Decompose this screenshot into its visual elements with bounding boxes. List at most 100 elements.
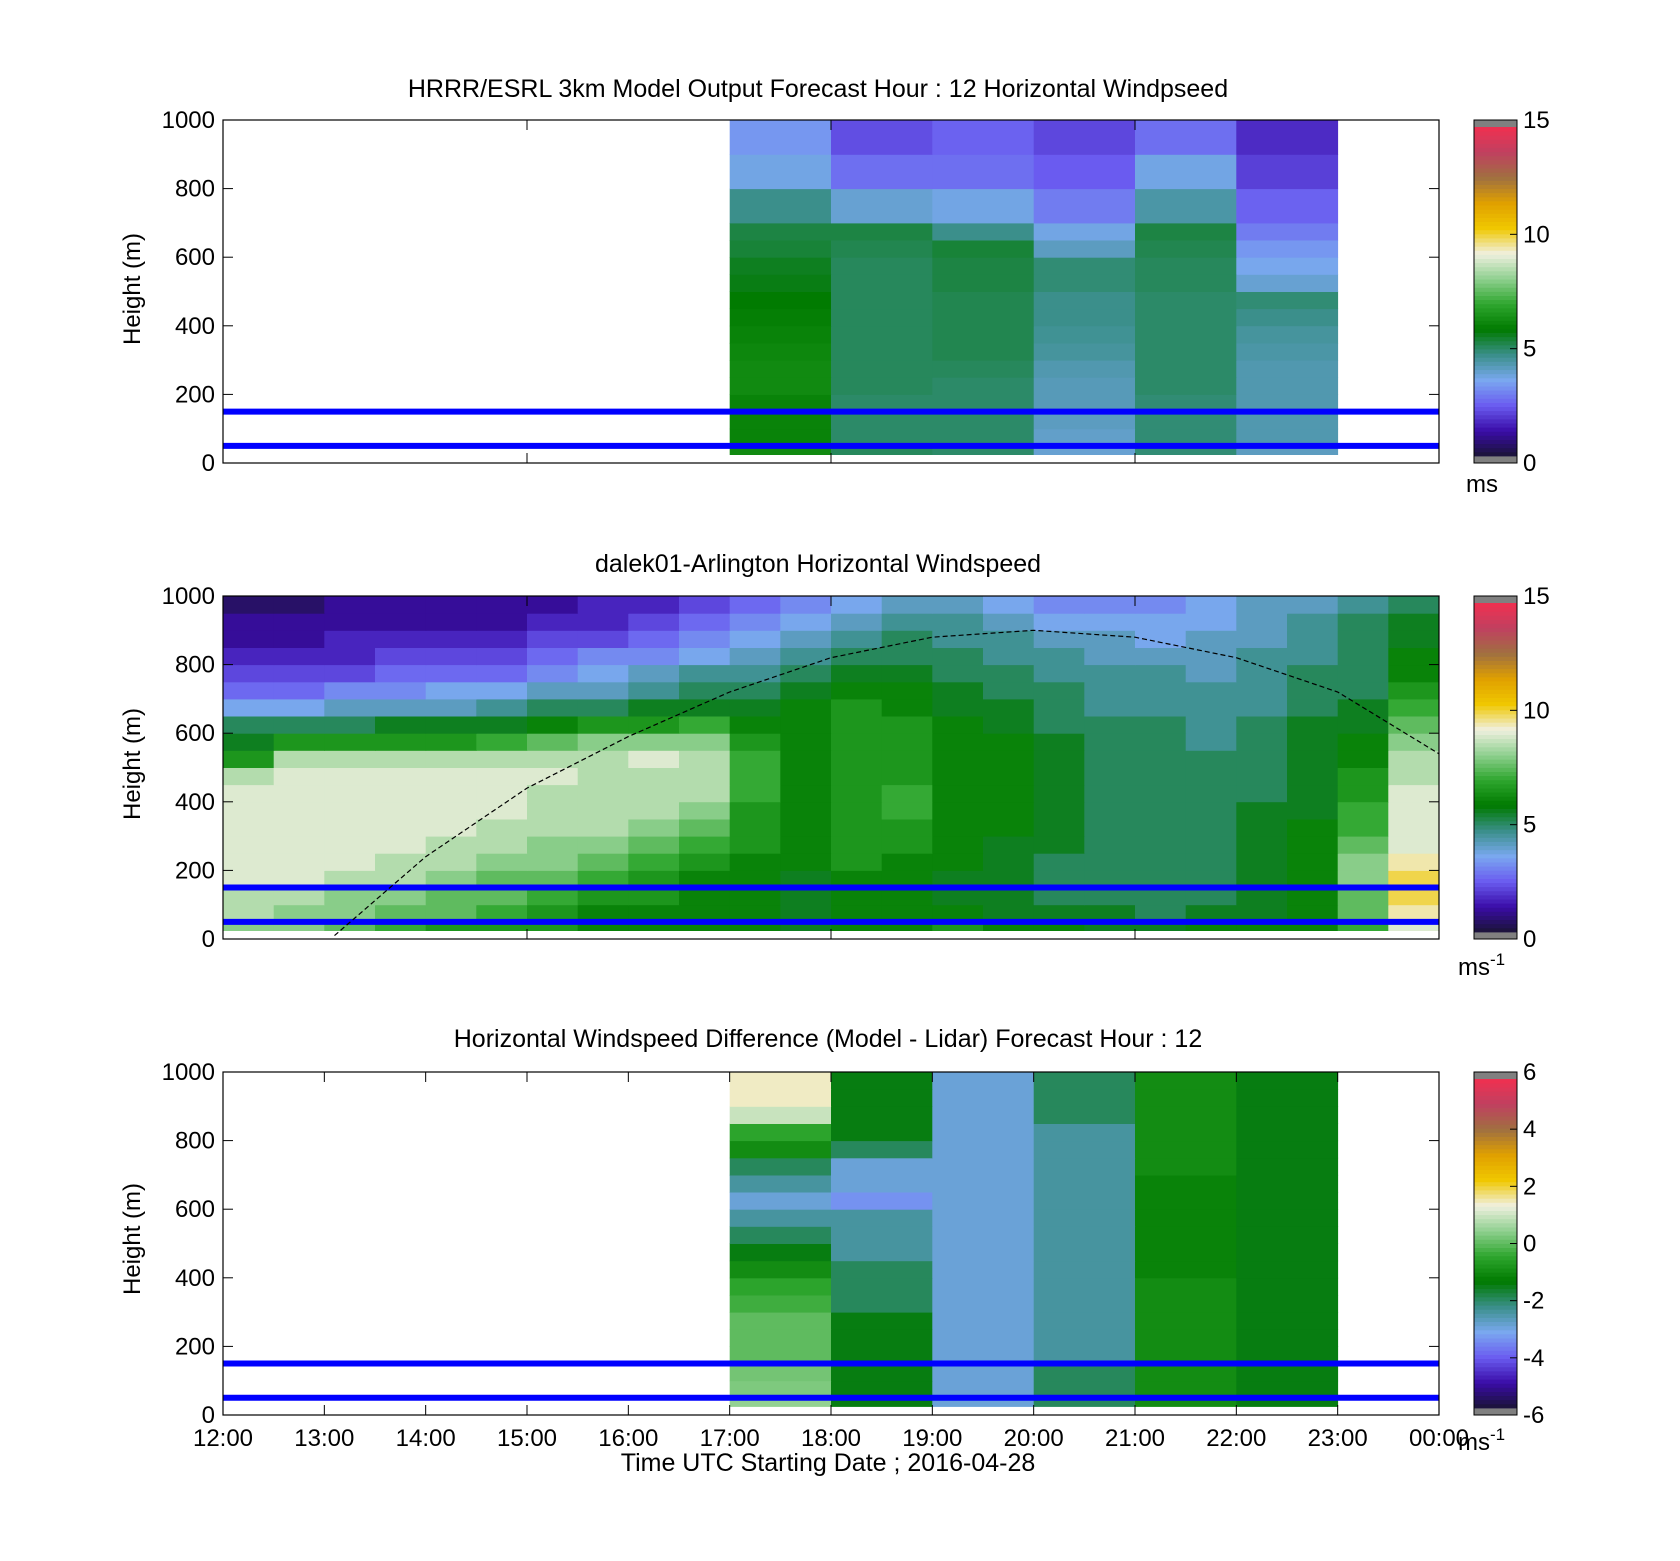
heatmap-cell <box>1135 1295 1237 1313</box>
heatmap-cell <box>729 360 832 378</box>
colorbar-segment <box>1474 808 1517 814</box>
heatmap-cell <box>932 1157 1035 1176</box>
heatmap-cell <box>1033 853 1085 871</box>
colorbar-segment <box>1474 792 1517 797</box>
colorbar-segment <box>1474 759 1517 764</box>
colorbar-segment <box>1474 365 1517 371</box>
heatmap-cell <box>527 853 579 871</box>
heatmap-cell <box>1135 819 1187 837</box>
colorbar-segment <box>1474 1185 1517 1191</box>
heatmap-cell <box>729 647 781 666</box>
heatmap-cell <box>932 342 1035 361</box>
colorbar: -6 -4 -2 0 2 4 6 <box>1473 1059 1544 1429</box>
heatmap-cell <box>628 698 680 717</box>
heatmap-cell <box>1033 1106 1136 1124</box>
panel-difference: Horizontal Windspeed Difference (Model -… <box>119 1025 1544 1456</box>
heatmap-cell <box>1185 887 1237 906</box>
heatmap-cell <box>831 1192 933 1210</box>
heatmap-cell <box>831 1260 933 1279</box>
heatmap-cell <box>375 698 427 717</box>
colorbar-segment <box>1474 742 1517 748</box>
heatmap-cell <box>628 596 680 614</box>
heatmap-cell <box>932 853 984 871</box>
heatmap-cell <box>375 870 427 888</box>
heatmap-cell <box>932 1226 1035 1244</box>
heatmap-cell <box>932 904 984 923</box>
colorbar-segment <box>1474 447 1517 453</box>
heatmap-cell <box>729 596 781 614</box>
colorbar-segment <box>1474 907 1517 912</box>
colorbar-segment <box>1474 635 1517 641</box>
heatmap-cell <box>679 664 731 683</box>
heatmap-cell <box>932 767 984 786</box>
heatmap-cell <box>1337 596 1389 614</box>
heatmap-cell <box>527 767 579 786</box>
colorbar-segment <box>1474 1268 1517 1273</box>
heatmap-cell <box>476 767 528 786</box>
heatmap-cell <box>932 1329 1035 1347</box>
heatmap-cell <box>729 1072 832 1090</box>
heatmap-cell <box>1236 853 1288 871</box>
y-tick-label: 1000 <box>162 107 215 134</box>
colorbar-segment <box>1474 1379 1517 1384</box>
panel-model: HRRR/ESRL 3km Model Output Forecast Hour… <box>119 75 1550 498</box>
heatmap-cell <box>1033 630 1085 648</box>
heatmap-cell <box>881 613 933 631</box>
heatmap-cell <box>628 664 680 683</box>
colorbar-segment <box>1474 1087 1517 1092</box>
heatmap-cell <box>1084 887 1136 906</box>
colorbar-segment <box>1474 1190 1517 1195</box>
heatmap-cell <box>324 784 376 803</box>
colorbar-segment <box>1474 172 1517 177</box>
heatmap-cell <box>729 630 781 648</box>
heatmap-cell <box>831 1380 933 1399</box>
heatmap-cell <box>273 647 325 666</box>
heatmap-cell <box>679 681 731 700</box>
heatmap-cell <box>1236 613 1288 631</box>
colorbar-segment <box>1474 1079 1517 1084</box>
heatmap-cell <box>476 921 528 931</box>
heatmap-cell <box>1033 1397 1136 1407</box>
heatmap-cell <box>679 836 731 854</box>
heatmap-cell <box>1084 681 1136 700</box>
heatmap-cell <box>932 750 984 768</box>
heatmap-cell <box>425 784 477 803</box>
colorbar-segment <box>1474 1309 1517 1314</box>
heatmap-cell <box>932 698 984 717</box>
heatmap-cell <box>223 630 275 648</box>
heatmap-cell <box>932 1174 1035 1193</box>
heatmap-cell <box>324 767 376 786</box>
heatmap-cell <box>881 801 933 820</box>
colorbar-segment <box>1474 217 1517 222</box>
heatmap-cell <box>1033 1089 1136 1107</box>
heatmap-cell <box>1033 698 1085 717</box>
colorbar: 0 5 10 15 <box>1473 583 1550 953</box>
colorbar-segment <box>1474 127 1517 132</box>
heatmap-cell <box>1236 647 1288 666</box>
heatmap-cell <box>1287 664 1339 683</box>
heatmap-cell <box>527 801 579 820</box>
colorbar-segment <box>1474 1383 1517 1388</box>
heatmap-cell <box>1033 801 1085 820</box>
heatmap-cell <box>780 904 832 923</box>
heatmap-cell <box>1388 784 1440 803</box>
heatmap-cell <box>881 630 933 648</box>
heatmap-cell <box>628 750 680 768</box>
heatmap-cell <box>1033 784 1085 803</box>
colorbar-segment <box>1474 689 1517 694</box>
colorbar-segment <box>1474 878 1517 884</box>
heatmap-cell <box>1135 1226 1237 1244</box>
heatmap-cell <box>1033 360 1136 378</box>
colorbar-tick-label: 15 <box>1523 107 1550 134</box>
y-ticks: 0 200 400 600 800 1000 <box>162 583 1439 953</box>
heatmap-cell <box>780 801 832 820</box>
heatmap-cell <box>273 596 325 614</box>
heatmap-cell <box>425 767 477 786</box>
heatmap-cell <box>324 921 376 931</box>
colorbar-segment <box>1474 168 1517 173</box>
heatmap-cell <box>273 630 325 648</box>
heatmap-cell <box>1033 394 1136 413</box>
heatmap-cell <box>780 647 832 666</box>
heatmap-cell <box>729 1397 832 1407</box>
heatmap-cell <box>628 613 680 631</box>
